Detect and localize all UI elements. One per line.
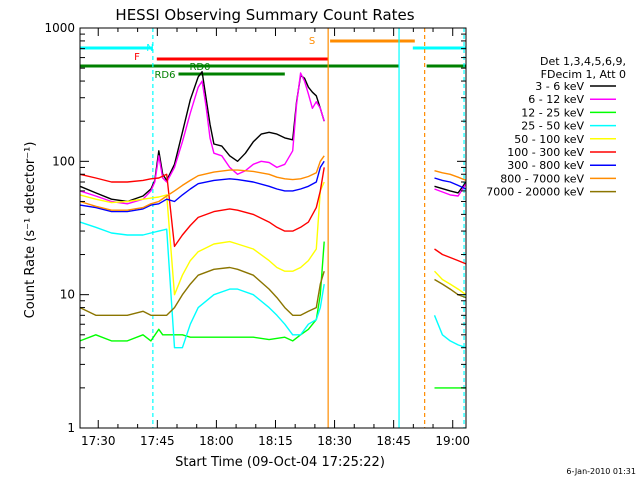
x-tick-label: 17:45 xyxy=(140,434,175,448)
x-tick-label: 18:00 xyxy=(199,434,234,448)
series-line-6-12-kev xyxy=(79,72,467,205)
x-tick-label: 18:15 xyxy=(258,434,293,448)
series-line-800-7000-kev xyxy=(79,155,467,211)
legend-label: 12 - 25 keV xyxy=(521,106,584,119)
legend-label: 25 - 50 keV xyxy=(521,120,584,133)
legend-header-line-2: FDecim 1, Att 0 xyxy=(541,68,626,81)
legend: Det 1,3,4,5,6,9, FDecim 1, Att 0 3 - 6 k… xyxy=(486,55,626,199)
series-line-3-6-kev xyxy=(79,71,467,203)
flag-label-rd0: RD0 xyxy=(189,62,210,73)
legend-label: 50 - 100 keV xyxy=(514,133,584,146)
legend-label: 7000 - 20000 keV xyxy=(486,186,584,199)
legend-label: 3 - 6 keV xyxy=(535,80,584,93)
y-tick-label: 1 xyxy=(67,421,75,435)
x-axis-label: Start Time (09-Oct-04 17:25:22) xyxy=(175,455,385,470)
x-tick-label: 18:45 xyxy=(376,434,411,448)
legend-label: 300 - 800 keV xyxy=(507,159,584,172)
legend-header-line-1: Det 1,3,4,5,6,9, xyxy=(540,55,626,68)
y-axis-label: Count Rate (s⁻¹ detector⁻¹) xyxy=(23,142,38,319)
y-tick-label: 1000 xyxy=(44,21,75,35)
plot-frame xyxy=(79,27,467,429)
x-tick-label: 17:30 xyxy=(81,434,116,448)
x-tick-label: 19:00 xyxy=(435,434,470,448)
series-line-25-50-kev xyxy=(79,221,467,349)
y-tick-label: 10 xyxy=(60,288,75,302)
series-line-100-300-kev xyxy=(79,167,467,265)
legend-label: 800 - 7000 keV xyxy=(500,172,584,185)
flag-label-rd6: RD6 xyxy=(154,70,175,81)
flag-label-s: S xyxy=(309,36,315,47)
series-line-300-800-kev xyxy=(79,160,467,213)
series-line-7000-20000-kev xyxy=(79,266,467,316)
series-line-50-100-kev xyxy=(79,181,467,296)
flag-label-n: N xyxy=(146,43,153,54)
legend-label: 6 - 12 keV xyxy=(528,93,584,106)
flag-label-f: F xyxy=(134,52,140,63)
chart-title: HESSI Observing Summary Count Rates xyxy=(115,6,414,24)
y-tick-label: 100 xyxy=(52,154,75,168)
legend-label: 100 - 300 keV xyxy=(507,146,584,159)
x-tick-label: 18:30 xyxy=(317,434,352,448)
footer-date: 6-Jan-2010 01:31 xyxy=(566,467,636,476)
